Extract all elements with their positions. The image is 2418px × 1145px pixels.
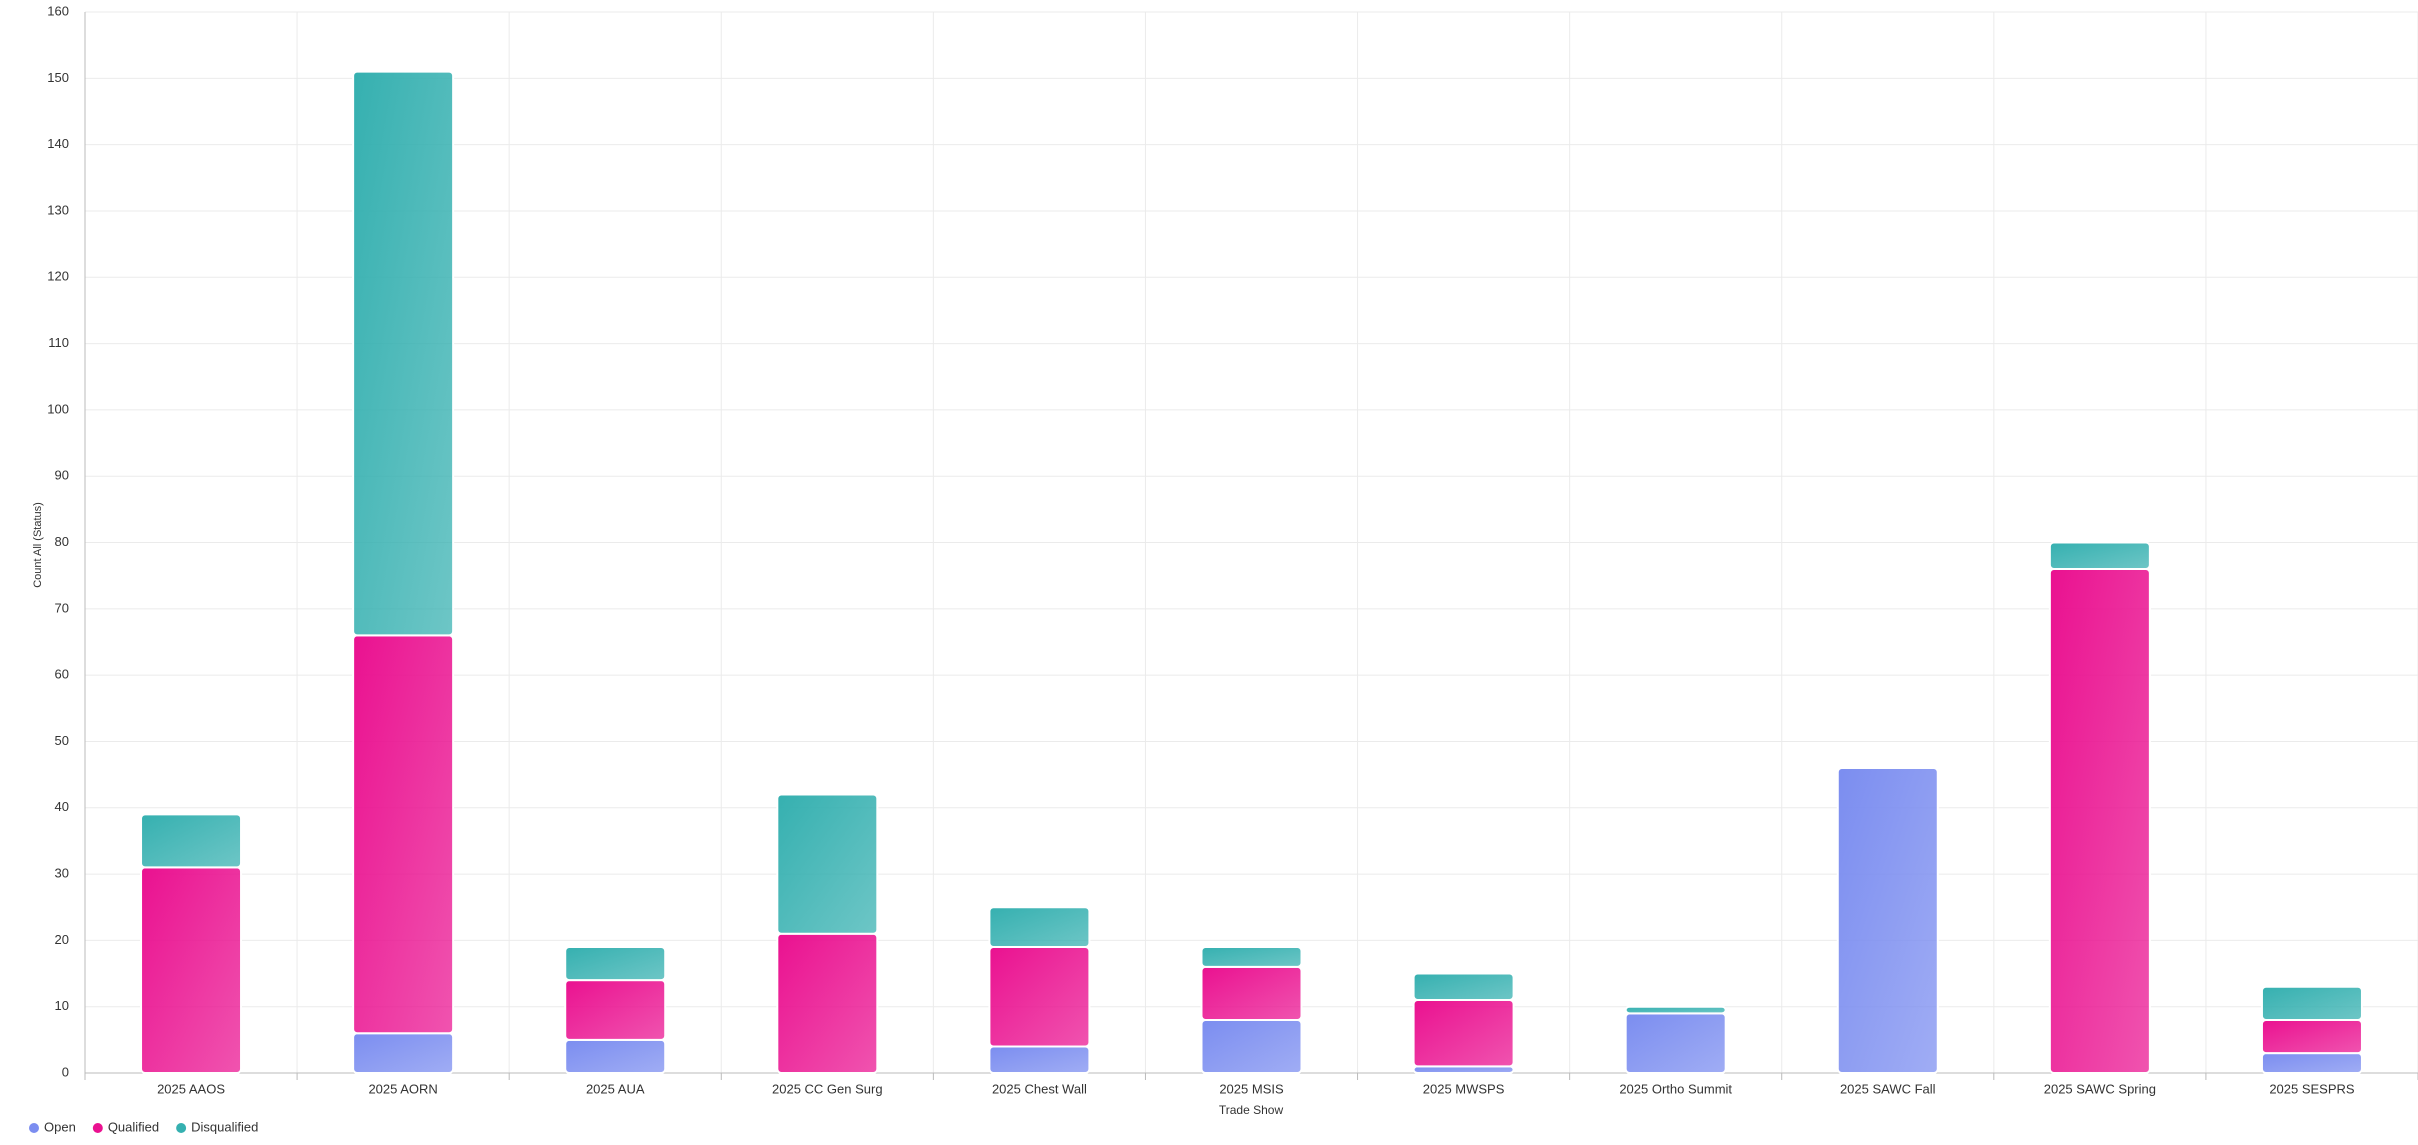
- x-tick-label: 2025 MSIS: [1219, 1081, 1284, 1096]
- y-tick-label: 160: [47, 3, 69, 18]
- bar-segment: [140, 813, 243, 869]
- legend-marker: [176, 1123, 187, 1133]
- x-axis-title: Trade Show: [1219, 1103, 1284, 1117]
- x-tick-label: 2025 MWSPS: [1423, 1081, 1505, 1096]
- bar-segment: [1200, 965, 1303, 1021]
- x-tick-label: 2025 SAWC Spring: [2044, 1081, 2156, 1096]
- bar-segment: [1624, 1005, 1727, 1015]
- bar-segment: [564, 979, 667, 1041]
- x-tick-label: 2025 Chest Wall: [992, 1081, 1087, 1096]
- y-tick-label: 140: [47, 136, 69, 151]
- bar-segment: [1412, 999, 1515, 1068]
- bar-segment: [2260, 985, 2363, 1021]
- x-tick-label: 2025 SAWC Fall: [1840, 1081, 1936, 1096]
- y-tick-label: 0: [62, 1064, 69, 1079]
- bar-segment: [988, 1045, 1091, 1074]
- bar-segment: [2048, 541, 2151, 571]
- x-tick-label: 2025 Ortho Summit: [1619, 1081, 1732, 1096]
- y-tick-label: 20: [55, 932, 69, 947]
- bar-segment: [564, 946, 667, 982]
- bar-segment: [2260, 1018, 2363, 1055]
- bar-segment: [352, 1032, 455, 1075]
- y-tick-label: 40: [55, 799, 69, 814]
- bar-segment: [352, 634, 455, 1035]
- bar-segment: [776, 932, 879, 1075]
- bar-segment: [1836, 766, 1939, 1075]
- x-tick-label: 2025 SESPRS: [2269, 1081, 2355, 1096]
- y-tick-label: 30: [55, 866, 69, 881]
- y-tick-label: 70: [55, 600, 69, 615]
- legend-label: Qualified: [108, 1119, 159, 1134]
- bar-segment: [564, 1038, 667, 1074]
- x-tick-label: 2025 AUA: [586, 1081, 645, 1096]
- legend-label: Disqualified: [191, 1119, 258, 1134]
- bar-segment: [1200, 946, 1303, 968]
- y-tick-label: 60: [55, 667, 69, 682]
- bar-segment: [2048, 568, 2151, 1075]
- bar-segment: [352, 70, 455, 637]
- x-tick-label: 2025 AAOS: [157, 1081, 225, 1096]
- y-tick-label: 120: [47, 269, 69, 284]
- y-tick-label: 130: [47, 202, 69, 217]
- bar-segment: [1412, 972, 1515, 1002]
- y-tick-label: 50: [55, 733, 69, 748]
- bar-segment: [140, 866, 243, 1075]
- bar-segment: [1624, 1012, 1727, 1074]
- bar-segment: [2260, 1052, 2363, 1074]
- y-axis-title: Count All (Status): [32, 502, 44, 588]
- y-tick-label: 80: [55, 534, 69, 549]
- y-tick-label: 100: [47, 401, 69, 416]
- bar-segment: [988, 946, 1091, 1048]
- y-tick-label: 10: [55, 998, 69, 1013]
- legend-marker: [92, 1123, 103, 1133]
- legend-label: Open: [44, 1119, 76, 1134]
- legend-marker: [29, 1123, 39, 1133]
- x-tick-label: 2025 CC Gen Surg: [772, 1081, 883, 1096]
- bar-segment: [988, 906, 1091, 949]
- bar-segment: [1200, 1018, 1303, 1075]
- y-tick-label: 150: [47, 70, 69, 85]
- x-tick-label: 2025 AORN: [368, 1081, 437, 1096]
- y-tick-label: 110: [48, 335, 69, 350]
- y-tick-label: 90: [55, 468, 69, 483]
- bar-segment: [776, 793, 879, 935]
